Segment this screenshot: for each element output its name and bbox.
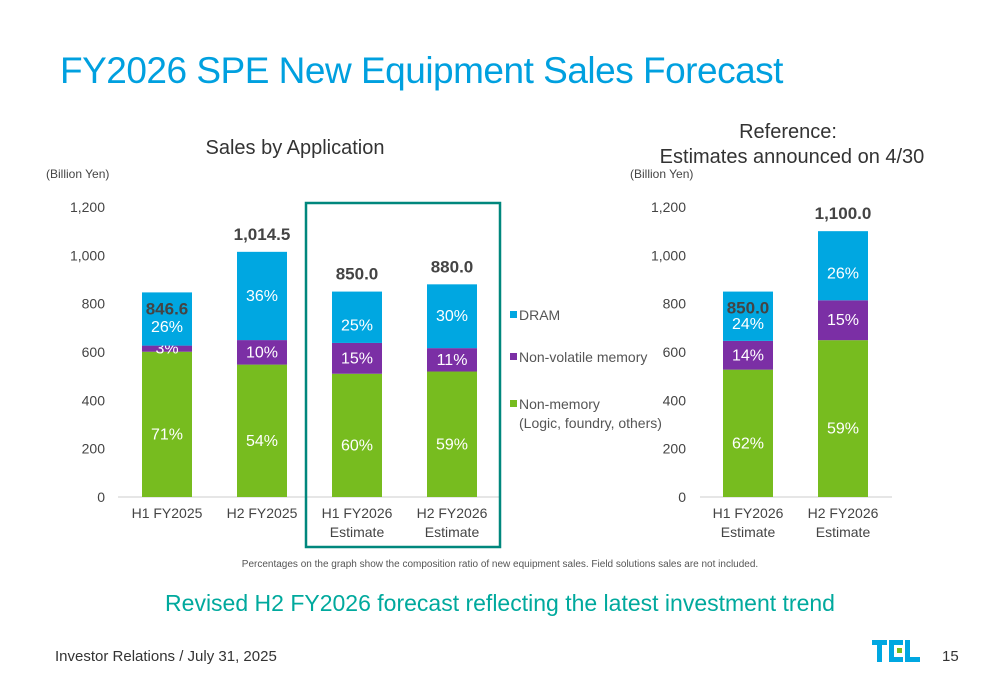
bar-segment-nvm xyxy=(237,340,287,365)
page-title: FY2026 SPE New Equipment Sales Forecast xyxy=(60,50,783,91)
y-tick-label: 800 xyxy=(663,296,687,312)
total-label: 850.0 xyxy=(727,299,770,318)
segment-label: 24% xyxy=(732,316,764,333)
footnote: Percentages on the graph show the compos… xyxy=(241,559,759,570)
bar-segment-nvm xyxy=(818,300,868,341)
bar-segment-nvm xyxy=(142,345,192,352)
y-tick-label: 800 xyxy=(82,296,106,312)
legend-swatch-nonmem xyxy=(510,400,517,407)
segment-label: 14% xyxy=(732,347,764,364)
segment-label: 15% xyxy=(341,350,373,367)
bar-segment-nonmem xyxy=(237,364,287,497)
y-tick-label: 600 xyxy=(82,344,106,360)
segment-label: 25% xyxy=(341,317,373,334)
bar-segment-nonmem xyxy=(332,373,382,497)
bar-segment-nonmem xyxy=(818,340,868,497)
segment-label: 26% xyxy=(151,319,183,336)
y-tick-label: 0 xyxy=(97,489,105,505)
y-tick-label: 1,200 xyxy=(70,199,105,215)
chart-title: Sales by Application xyxy=(205,137,384,159)
x-tick-label: H1 FY2026 xyxy=(322,505,393,521)
total-label: 846.6 xyxy=(146,299,189,318)
segment-label: 30% xyxy=(436,308,468,325)
legend-label: Non-memory xyxy=(519,396,600,412)
y-axis-unit: (Billion Yen) xyxy=(46,167,109,181)
x-tick-label-sub: Estimate xyxy=(816,524,871,540)
legend-swatch-dram xyxy=(510,311,517,318)
total-label: 850.0 xyxy=(336,265,379,284)
bar-segment-dram xyxy=(723,291,773,341)
reference-subtitle: Estimates announced on 4/30 xyxy=(660,146,925,168)
y-tick-label: 600 xyxy=(663,344,687,360)
bar-segment-nonmem xyxy=(142,351,192,497)
tel-logo xyxy=(872,638,922,669)
legend-label-sub: (Logic, foundry, others) xyxy=(519,415,662,431)
segment-label: 36% xyxy=(246,288,278,305)
x-tick-label-sub: Estimate xyxy=(330,524,385,540)
legend-label: DRAM xyxy=(519,307,560,323)
segment-label: 60% xyxy=(341,437,373,454)
bar-segment-dram xyxy=(332,291,382,343)
bar-segment-nvm xyxy=(427,348,477,372)
x-tick-label: H1 FY2025 xyxy=(132,505,203,521)
y-tick-label: 0 xyxy=(678,489,686,505)
legend-swatch-nvm xyxy=(510,353,517,360)
x-tick-label-sub: Estimate xyxy=(721,524,776,540)
segment-label: 11% xyxy=(437,352,468,369)
segment-label: 54% xyxy=(246,433,278,450)
footer-text: Investor Relations / July 31, 2025 xyxy=(55,648,277,665)
segment-label: 59% xyxy=(827,421,859,438)
segment-label: 10% xyxy=(246,344,278,361)
x-tick-label: H2 FY2026 xyxy=(808,505,879,521)
reference-title: Reference: xyxy=(739,121,837,143)
y-tick-label: 1,200 xyxy=(651,199,686,215)
legend-label: Non-volatile memory xyxy=(519,349,647,365)
highlight-box xyxy=(304,201,502,549)
segment-label: 26% xyxy=(827,266,859,283)
bar-segment-nonmem xyxy=(723,369,773,497)
x-tick-label-sub: Estimate xyxy=(425,524,480,540)
segment-label: 62% xyxy=(732,435,764,452)
bar-segment-dram xyxy=(142,292,192,346)
y-tick-label: 400 xyxy=(82,392,106,408)
x-tick-label: H2 FY2026 xyxy=(417,505,488,521)
segment-label: 15% xyxy=(827,312,859,329)
page-number: 15 xyxy=(942,648,959,665)
sales-chart: Sales by Application 0 200 400 600 800 1,000 1,… xyxy=(46,121,925,549)
x-tick-label: H1 FY2026 xyxy=(713,505,784,521)
bar-segment-nvm xyxy=(723,340,773,370)
y-tick-label: 1,000 xyxy=(70,247,105,263)
total-label: 1,100.0 xyxy=(815,204,872,223)
bar-segment-dram xyxy=(427,284,477,349)
segment-label: 59% xyxy=(436,436,468,453)
total-label: 1,014.5 xyxy=(234,225,291,244)
total-label: 880.0 xyxy=(431,257,474,276)
bar-segment-dram xyxy=(237,251,287,341)
y-tick-label: 200 xyxy=(82,441,106,457)
y-tick-label: 1,000 xyxy=(651,247,686,263)
bar-segment-dram xyxy=(818,231,868,301)
bar-segment-nonmem xyxy=(427,371,477,497)
segment-label: 71% xyxy=(151,426,183,443)
y-tick-label: 200 xyxy=(663,441,687,457)
x-tick-label: H2 FY2025 xyxy=(227,505,298,521)
y-tick-label: 400 xyxy=(663,392,687,408)
bar-segment-nvm xyxy=(332,342,382,374)
subtitle: Revised H2 FY2026 forecast reflecting th… xyxy=(165,590,835,616)
y-axis-unit: (Billion Yen) xyxy=(630,167,693,181)
